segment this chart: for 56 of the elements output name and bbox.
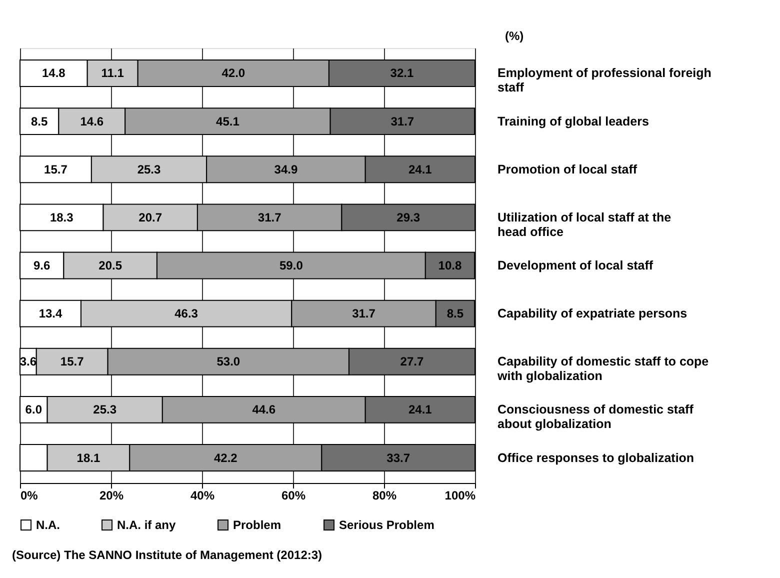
data-label: 42.0 [222, 66, 246, 80]
y-tick-label: Office responses to globalization [498, 450, 694, 465]
data-label: 15.7 [60, 354, 84, 369]
y-tick-label: Consciousness of domestic staff about globalization [498, 402, 694, 432]
y-tick-label: Promotion of local staff [498, 162, 638, 176]
x-tick-label: 80% [372, 488, 397, 502]
data-label: 46.3 [174, 306, 198, 321]
data-label: 32.1 [390, 66, 414, 80]
data-label: 27.7 [400, 354, 424, 369]
x-tick-label: 20% [99, 488, 124, 502]
text: (%) [505, 29, 524, 43]
data-label: 14.6 [80, 114, 104, 128]
data-label: 9.6 [33, 258, 51, 272]
data-label: 20.7 [138, 210, 162, 224]
data-label: 33.7 [386, 450, 410, 465]
data-label: 18.1 [76, 450, 100, 465]
data-label: 31.7 [390, 114, 414, 128]
data-label: 45.1 [216, 114, 240, 128]
legend-label: Problem [233, 518, 282, 532]
data-label: 8.5 [446, 306, 464, 321]
legend-label: N.A. if any [117, 518, 176, 532]
x-tick-label: 60% [281, 488, 306, 502]
data-label: 59.0 [280, 258, 304, 272]
data-label: 14.8 [42, 66, 66, 80]
y-tick-label: Employment of professional foreigh staff [498, 66, 712, 95]
y-tick-label: Training of global leaders [498, 114, 649, 128]
data-label: 34.9 [274, 162, 298, 176]
x-tick-label: 100% [444, 488, 476, 502]
data-label: 6.0 [25, 402, 42, 417]
data-label: 18.3 [50, 210, 74, 224]
data-label: 25.3 [93, 402, 117, 417]
data-label: 31.7 [352, 306, 376, 321]
data-label: 29.3 [396, 210, 420, 224]
data-label: 3.6 [20, 354, 37, 369]
legend-label: Serious Problem [339, 518, 434, 532]
y-tick-label: Utilization of local staff at the head office [498, 210, 672, 239]
data-label: 15.7 [44, 162, 68, 176]
data-label: 53.0 [216, 354, 240, 369]
data-label: 31.7 [258, 210, 282, 224]
y-tick-label: Capability of expatriate persons [498, 306, 688, 321]
y-tick-label: Development of local staff [498, 258, 654, 272]
x-tick-label: 40% [190, 488, 215, 502]
data-label: 24.1 [408, 402, 432, 417]
data-label: 11.1 [101, 66, 124, 80]
data-label: 8.5 [30, 114, 48, 128]
data-label: 24.1 [408, 162, 432, 176]
data-label: 25.3 [137, 162, 161, 176]
data-label: 44.6 [252, 402, 276, 417]
data-label: 10.8 [438, 258, 462, 272]
data-label: 13.4 [38, 306, 62, 321]
legend-label: N.A. [36, 518, 60, 532]
data-label: 42.2 [214, 450, 238, 465]
text: (Source) The SANNO Institute of Management (2012:3) [12, 548, 322, 562]
x-tick-label: 0% [20, 488, 38, 502]
y-tick-label: Capability of domestic staff to cope with globalization [496, 354, 709, 384]
data-label: 20.5 [98, 258, 122, 272]
